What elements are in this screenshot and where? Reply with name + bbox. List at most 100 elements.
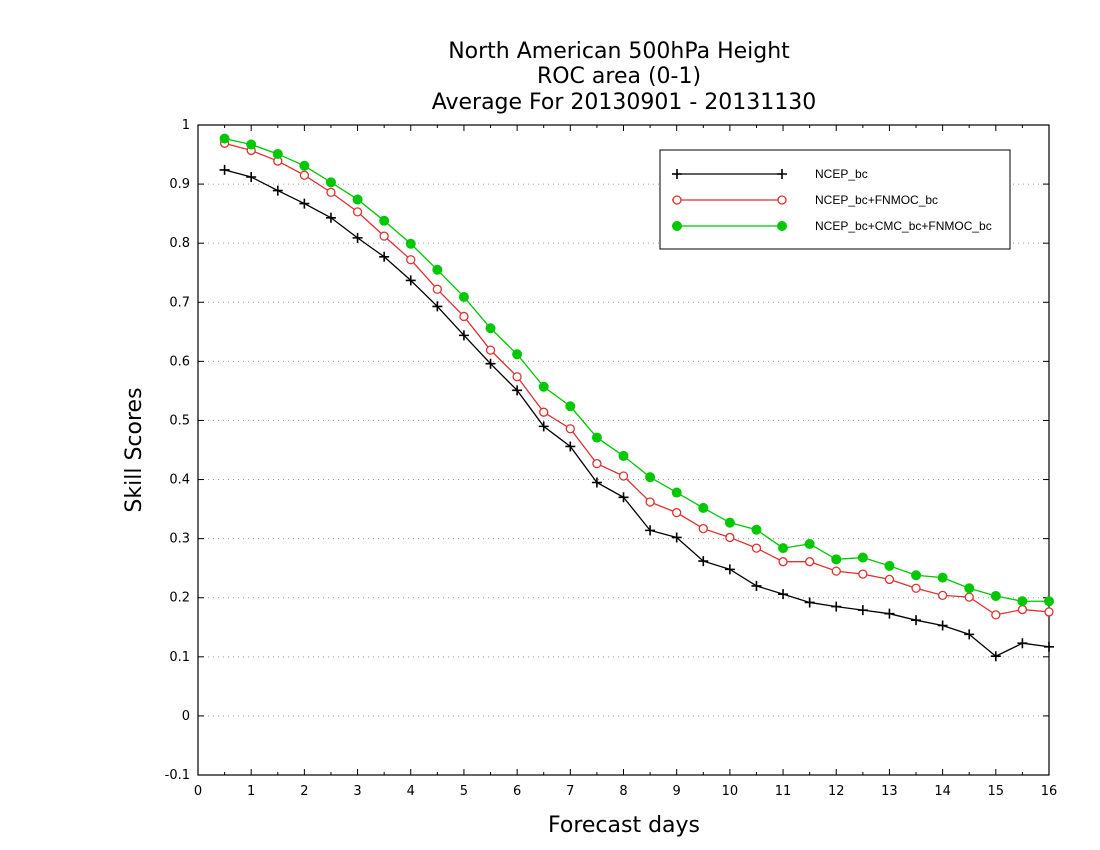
data-point — [751, 543, 762, 553]
data-point — [565, 441, 576, 452]
data-point — [698, 556, 709, 567]
data-point — [778, 589, 789, 600]
x-tick-label: 16 — [1041, 784, 1058, 799]
x-tick-label: 15 — [988, 784, 1005, 799]
data-point — [831, 601, 842, 612]
data-point — [725, 532, 735, 543]
x-tick-label: 0 — [194, 784, 202, 799]
data-point — [325, 212, 336, 223]
data-point — [272, 148, 283, 159]
data-point — [724, 564, 735, 575]
data-point — [352, 194, 363, 205]
data-point — [645, 472, 656, 483]
data-point — [724, 517, 735, 528]
y-tick-label: -0.1 — [165, 768, 190, 783]
data-point — [565, 401, 576, 412]
data-point — [698, 523, 708, 534]
data-point — [1017, 596, 1028, 607]
data-point — [512, 385, 523, 396]
data-point — [884, 574, 895, 585]
x-tick-label: 4 — [407, 784, 415, 799]
data-point — [352, 232, 363, 243]
legend-label: NCEP_bc — [815, 167, 868, 181]
series-2 — [219, 133, 1054, 607]
data-point — [618, 492, 629, 503]
y-tick-label: 0.4 — [169, 473, 190, 488]
data-point — [778, 557, 788, 567]
y-tick-label: 0 — [182, 709, 190, 724]
series-1 — [219, 138, 1054, 620]
data-point — [831, 554, 842, 565]
data-point — [964, 629, 975, 640]
data-point — [805, 557, 815, 567]
data-point — [592, 458, 602, 469]
x-tick-label: 9 — [673, 784, 681, 799]
data-point — [671, 487, 682, 498]
x-tick-label: 12 — [828, 784, 845, 799]
data-point — [591, 432, 602, 443]
chart-title-line-3: Average For 20130901 - 20131130 — [432, 90, 817, 115]
data-point — [964, 592, 974, 602]
series-line — [224, 169, 1050, 657]
legend-marker — [777, 195, 787, 205]
data-point — [1017, 604, 1028, 615]
legend-marker — [777, 169, 787, 179]
data-point — [379, 251, 390, 262]
data-point — [911, 583, 921, 593]
data-point — [857, 605, 868, 616]
data-point — [1044, 641, 1054, 652]
data-point — [246, 172, 257, 182]
data-point — [458, 330, 469, 341]
data-point — [591, 477, 602, 488]
data-point — [512, 349, 523, 360]
data-point — [299, 160, 310, 171]
x-tick-label: 7 — [566, 784, 574, 799]
data-point — [964, 583, 975, 594]
data-point — [538, 421, 549, 432]
data-point — [990, 651, 1001, 662]
data-point — [432, 301, 443, 312]
data-point — [911, 570, 922, 581]
data-point — [751, 524, 762, 535]
data-point — [352, 207, 363, 217]
x-tick-label: 13 — [881, 784, 898, 799]
y-axis-ticks: -0.1 0 0.1 0.2 0.3 0.4 0.5 0.6 0.7 0.8 0.9 1 — [165, 118, 1049, 783]
legend-entry-2: NCEP_bc+CMC_bc+FNMOC_bc — [672, 219, 992, 233]
data-point — [459, 311, 469, 322]
data-point — [911, 615, 922, 626]
legend-entry-1: NCEP_bc+FNMOC_bc — [672, 193, 938, 207]
legend: NCEP_bc NCEP_bc+FNMOC_bc NCEP_bc+CMC_bc+FN… — [659, 149, 1011, 250]
data-point — [406, 255, 416, 265]
data-point — [645, 497, 655, 507]
data-point — [991, 610, 1001, 620]
legend-marker — [777, 221, 787, 231]
y-axis-label: Skill Scores — [122, 387, 147, 512]
x-tick-label: 6 — [513, 784, 521, 799]
chart-title-line-1: North American 500hPa Height — [448, 39, 790, 64]
chart-title-line-2: ROC area (0-1) — [537, 64, 701, 89]
data-point — [219, 133, 230, 144]
x-axis-label: Forecast days — [548, 813, 700, 838]
data-point — [858, 569, 868, 579]
data-point — [804, 597, 815, 608]
y-tick-label: 0.1 — [169, 650, 190, 665]
data-point — [512, 372, 522, 382]
data-point — [778, 543, 789, 554]
data-point — [485, 345, 496, 355]
data-point — [618, 450, 629, 461]
data-point — [272, 185, 283, 196]
data-point — [379, 215, 390, 226]
data-point — [831, 566, 841, 576]
data-point — [937, 590, 948, 601]
x-tick-label: 3 — [353, 784, 361, 799]
data-point — [326, 187, 336, 198]
legend-marker — [672, 169, 682, 179]
y-tick-label: 0.8 — [169, 236, 190, 251]
data-point — [299, 170, 310, 180]
data-point — [1044, 596, 1054, 607]
data-point — [937, 572, 948, 583]
y-tick-label: 0.5 — [169, 413, 190, 428]
legend-marker — [672, 221, 682, 231]
y-tick-label: 0.3 — [169, 532, 190, 547]
